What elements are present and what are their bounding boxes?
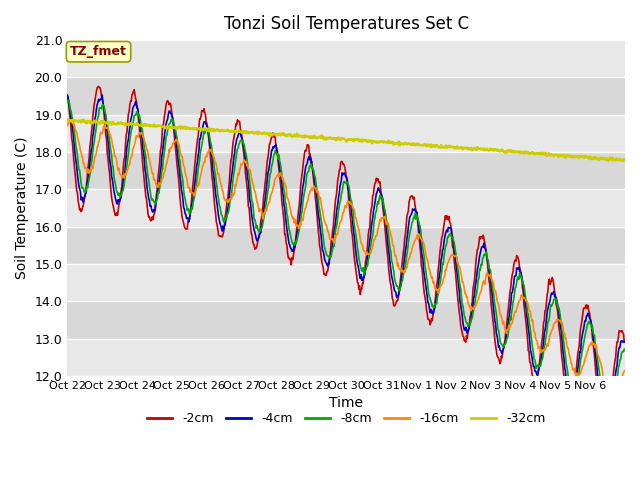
- Bar: [67, 152, 625, 190]
- Y-axis label: Soil Temperature (C): Soil Temperature (C): [15, 137, 29, 279]
- Bar: [67, 115, 625, 152]
- Bar: [67, 338, 625, 376]
- Bar: [67, 264, 625, 301]
- Bar: [67, 190, 625, 227]
- Bar: [67, 77, 625, 115]
- Bar: [67, 301, 625, 338]
- Bar: [67, 40, 625, 77]
- Bar: [67, 227, 625, 264]
- Text: TZ_fmet: TZ_fmet: [70, 45, 127, 58]
- Title: Tonzi Soil Temperatures Set C: Tonzi Soil Temperatures Set C: [223, 15, 468, 33]
- Legend: -2cm, -4cm, -8cm, -16cm, -32cm: -2cm, -4cm, -8cm, -16cm, -32cm: [142, 407, 550, 430]
- X-axis label: Time: Time: [329, 396, 363, 410]
